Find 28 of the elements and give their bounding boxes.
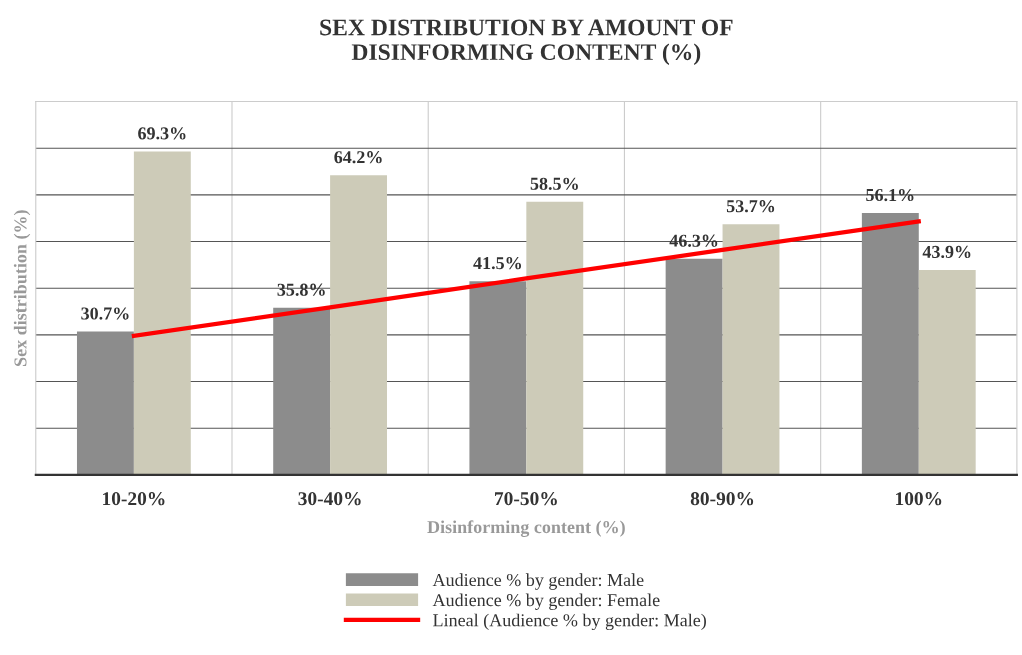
bar xyxy=(469,281,527,475)
legend-label: Audience % by gender: Female xyxy=(432,593,660,610)
data-label: 58.5% xyxy=(530,177,578,190)
data-label: 30.7% xyxy=(81,307,129,320)
chart-title: SEX DISTRIBUTION BY AMOUNT OF DISINFORMING CONTENT (%) xyxy=(320,19,733,65)
data-label: 69.3% xyxy=(138,127,186,140)
x-tick-label: 70-50% xyxy=(495,492,557,506)
bar xyxy=(722,224,780,475)
bar xyxy=(330,175,388,475)
x-tick-label: 10-20% xyxy=(103,492,165,506)
x-tick-label: 100% xyxy=(896,492,942,506)
bar xyxy=(273,307,331,475)
x-tick-label: 80-90% xyxy=(690,492,754,506)
legend-label: Audience % by gender: Male xyxy=(432,573,644,590)
x-tick-label: 30-40% xyxy=(298,492,361,506)
data-label: 41.5% xyxy=(473,257,522,270)
data-label: 53.7% xyxy=(726,200,775,213)
legend-label: Lineal (Audience % by gender: Male) xyxy=(433,613,706,631)
bar xyxy=(665,258,723,475)
bar xyxy=(918,270,976,475)
y-axis-title: Sex distribution (%) xyxy=(13,210,31,366)
bar xyxy=(76,331,134,475)
bar xyxy=(526,201,584,475)
bar xyxy=(133,151,191,475)
x-axis-title: Disinforming content (%) xyxy=(427,520,625,537)
data-label: 43.9% xyxy=(922,245,971,259)
data-label: 64.2% xyxy=(334,151,382,164)
bar xyxy=(861,213,919,475)
